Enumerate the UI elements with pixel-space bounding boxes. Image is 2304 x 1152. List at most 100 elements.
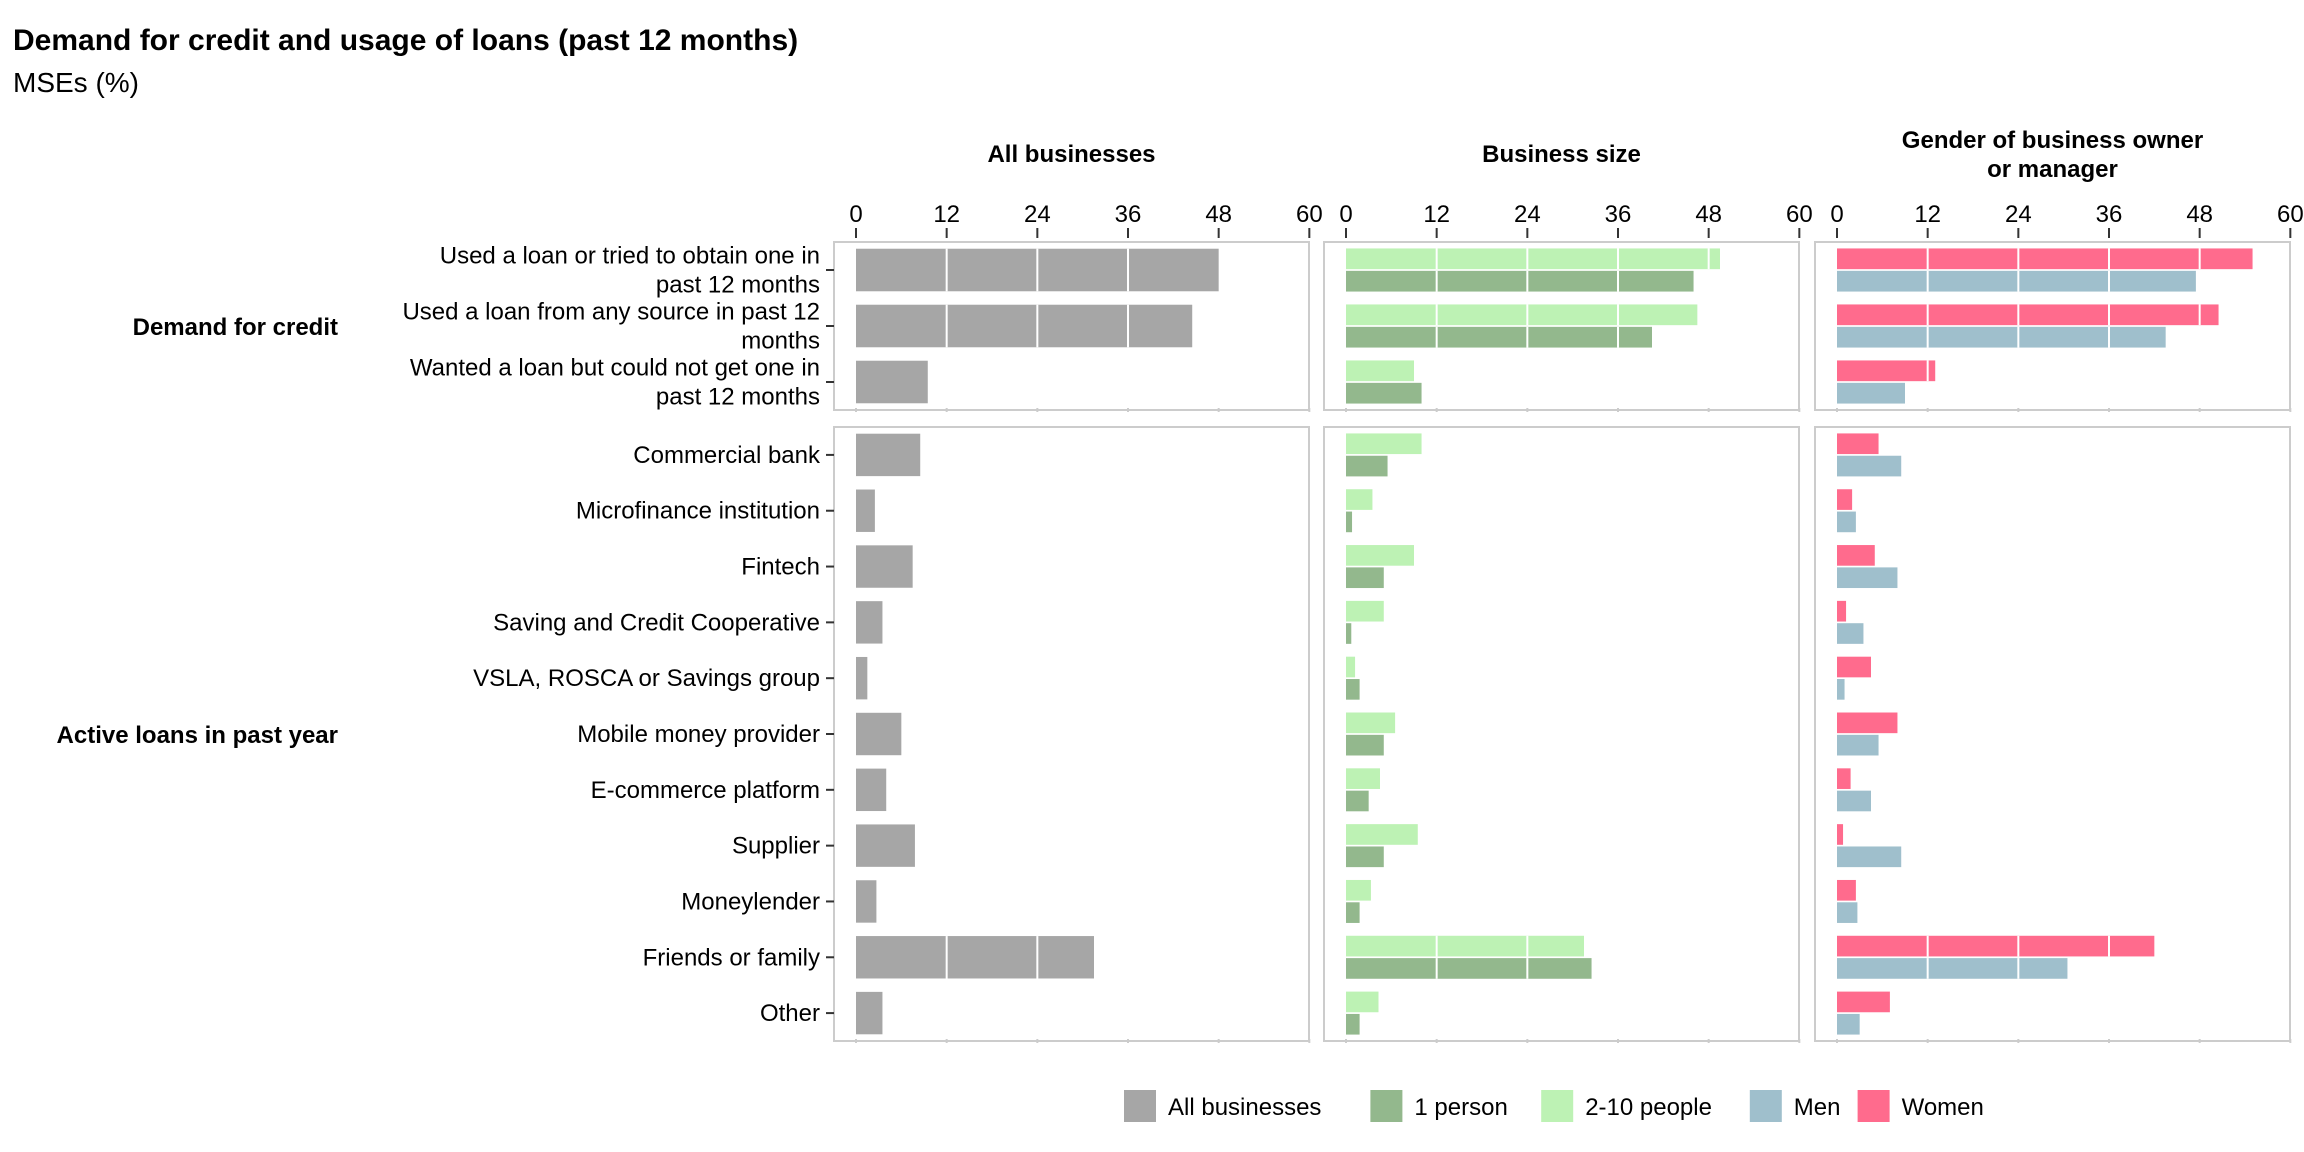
bar-2-10-people-e-commerce-platform [1346,768,1380,789]
x-tick-label-facet-1-48: 48 [1205,201,1232,228]
category-label-used-a-loan-from-any-source-in-past-12-months-line-1: Used a loan from any source in past 12 [402,299,820,326]
bar-men-vsla-rosca-or-savings-group [1837,679,1845,700]
bar-1-person-wanted-a-loan-but-could-not-get-one-in-past-12-months [1346,382,1422,404]
bar-all-businesses-fintech [856,545,913,588]
group-label-active-loans-in-past-year: Active loans in past year [57,722,338,749]
category-label-mobile-money-provider: Mobile money provider [577,721,820,748]
bar-all-businesses-supplier [856,824,915,867]
facet-title-3-line-1: Gender of business owner [1902,127,2203,154]
legend-label-men: Men [1794,1094,1841,1121]
bar-men-supplier [1837,846,1902,868]
bar-all-businesses-mobile-money-provider [856,712,902,756]
bar-all-businesses-vsla-rosca-or-savings-group [856,656,868,700]
category-label-commercial-bank: Commercial bank [633,442,821,469]
bar-1-person-moneylender [1346,902,1360,923]
bar-all-businesses-e-commerce-platform [856,768,887,812]
bar-1-person-fintech [1346,567,1384,589]
legend-swatch-1-person [1370,1090,1403,1122]
x-tick-label-facet-3-36: 36 [2096,201,2123,228]
bar-men-other [1837,1013,1860,1035]
bar-1-person-mobile-money-provider [1346,734,1384,756]
bar-men-moneylender [1837,902,1858,923]
bar-women-friends-or-family [1837,935,2155,957]
legend-label-2-10-people: 2-10 people [1585,1094,1712,1121]
bar-2-10-people-microfinance-institution [1346,489,1373,510]
bar-women-supplier [1837,824,1844,845]
bar-all-businesses-microfinance-institution [856,489,875,532]
x-tick-label-facet-2-24: 24 [1514,201,1541,228]
category-label-vsla-rosca-or-savings-group: VSLA, ROSCA or Savings group [473,665,820,692]
bar-women-vsla-rosca-or-savings-group [1837,656,1871,678]
plot-area: All businesses Business size Gender of bus… [57,127,2304,1043]
category-label-used-a-loan-from-any-source-in-past-12-months-line-2: months [741,328,820,355]
bar-2-10-people-mobile-money-provider [1346,712,1396,734]
x-tick-label-facet-1-0: 0 [849,201,862,228]
bar-2-10-people-commercial-bank [1346,433,1422,455]
bar-1-person-commercial-bank [1346,455,1388,477]
bar-2-10-people-friends-or-family [1346,935,1584,957]
x-tick-label-facet-1-12: 12 [933,201,960,228]
bar-men-mobile-money-provider [1837,734,1879,756]
bar-men-saving-and-credit-cooperative [1837,623,1864,644]
x-tick-label-facet-3-12: 12 [1914,201,1941,228]
bar-all-businesses-wanted-a-loan-but-could-not-get-one-in-past-12-months [856,360,928,404]
bar-women-saving-and-credit-cooperative [1837,600,1847,622]
bar-2-10-people-used-a-loan-or-tried-to-obtain-one-in-past-12-months [1346,248,1720,270]
facet-title-1: All businesses [987,141,1155,168]
bar-women-commercial-bank [1837,433,1879,455]
group-label-demand-for-credit: Demand for credit [133,314,338,341]
x-tick-label-facet-2-48: 48 [1695,201,1722,228]
bar-women-fintech [1837,545,1875,566]
bar-women-microfinance-institution [1837,489,1853,510]
bar-women-other [1837,991,1890,1013]
bar-1-person-saving-and-credit-cooperative [1346,623,1352,644]
facet-title-2: Business size [1482,141,1641,168]
category-label-microfinance-institution: Microfinance institution [576,498,820,525]
category-label-fintech: Fintech [741,554,820,581]
chart-subtitle: MSEs (%) [13,67,139,98]
category-label-other: Other [760,1000,820,1027]
bar-2-10-people-wanted-a-loan-but-could-not-get-one-in-past-12-months [1346,360,1414,382]
panel-demand-for-credit-facet-2 [1323,241,1800,411]
bar-all-businesses-saving-and-credit-cooperative [856,601,883,644]
bar-1-person-supplier [1346,846,1384,868]
bar-2-10-people-other [1346,991,1379,1013]
bar-1-person-used-a-loan-or-tried-to-obtain-one-in-past-12-months [1346,270,1694,292]
bar-women-e-commerce-platform [1837,768,1851,789]
bar-men-friends-or-family [1837,958,2068,979]
x-tick-label-facet-2-12: 12 [1423,201,1450,228]
legend-swatch-women [1857,1090,1890,1122]
chart-title: Demand for credit and usage of loans (pa… [13,24,798,57]
bar-men-wanted-a-loan-but-could-not-get-one-in-past-12-months [1837,382,1905,404]
x-tick-label-facet-1-60: 60 [1296,201,1323,228]
bar-1-person-e-commerce-platform [1346,790,1369,812]
category-label-wanted-a-loan-but-could-not-get-one-in-past-12-months-line-1: Wanted a loan but could not get one in [410,355,820,382]
category-label-saving-and-credit-cooperative: Saving and Credit Cooperative [493,609,820,636]
bar-2-10-people-moneylender [1346,879,1371,901]
legend: All businesses 1 person 2-10 people Men Wome… [1124,1090,1984,1122]
legend-swatch-all-businesses [1124,1090,1156,1122]
legend-label-1-person: 1 person [1414,1094,1507,1121]
bar-men-commercial-bank [1837,455,1902,477]
x-tick-label-facet-2-60: 60 [1786,201,1813,228]
category-label-used-a-loan-or-tried-to-obtain-one-in-past-12-months-line-1: Used a loan or tried to obtain one in [440,243,820,270]
bar-women-used-a-loan-from-any-source-in-past-12-months [1837,304,2219,326]
x-tick-label-facet-3-60: 60 [2277,201,2304,228]
bar-1-person-friends-or-family [1346,958,1592,979]
x-tick-label-facet-3-48: 48 [2186,201,2213,228]
legend-swatch-2-10-people [1541,1090,1574,1122]
bar-all-businesses-used-a-loan-from-any-source-in-past-12-months [856,304,1193,348]
bar-2-10-people-vsla-rosca-or-savings-group [1346,656,1356,678]
legend-label-all-businesses: All businesses [1168,1094,1321,1121]
bar-women-used-a-loan-or-tried-to-obtain-one-in-past-12-months [1837,248,2253,270]
category-label-friends-or-family: Friends or family [643,944,820,971]
legend-label-women: Women [1902,1094,1984,1121]
bar-2-10-people-saving-and-credit-cooperative [1346,600,1384,622]
bar-1-person-other [1346,1013,1360,1035]
facet-title-3-line-2: or manager [1987,156,2118,183]
x-tick-label-facet-3-0: 0 [1830,201,1843,228]
bar-1-person-microfinance-institution [1346,511,1353,533]
x-tick-label-facet-1-36: 36 [1115,201,1142,228]
bar-men-microfinance-institution [1837,511,1856,533]
